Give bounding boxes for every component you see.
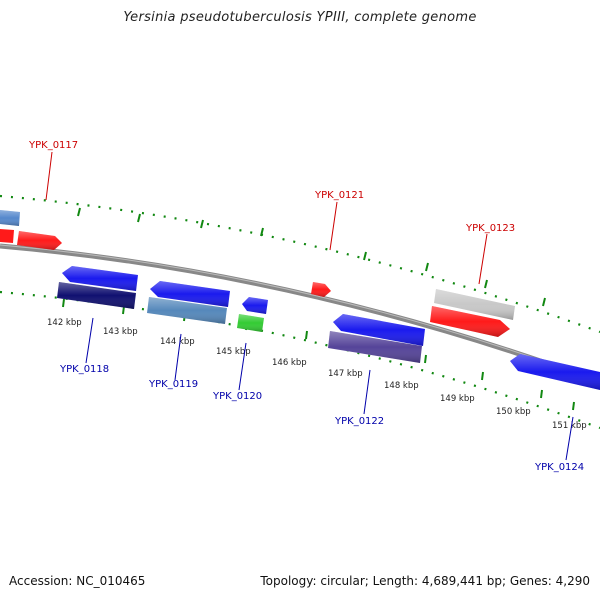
gene-label-ypk0122[interactable]: YPK_0122 (334, 416, 384, 427)
tick-label: 146 kbp (272, 358, 307, 368)
gene-label-ypk0121[interactable]: YPK_0121 (314, 190, 364, 201)
tick-label: 149 kbp (440, 394, 475, 404)
gene-label-ypk0118[interactable]: YPK_0118 (59, 364, 109, 375)
tick-label: 151 kbp (552, 421, 587, 431)
feature-ypk0123[interactable] (430, 306, 510, 337)
gene-label-ypk0120[interactable]: YPK_0120 (212, 391, 262, 402)
outer-tick-ring (0, 194, 600, 334)
feature-ypk0118[interactable] (62, 266, 138, 291)
feature-ypk0116[interactable] (0, 210, 20, 226)
feature-ypk0124[interactable] (510, 354, 600, 390)
feature-ypk0122-sub[interactable] (328, 331, 422, 363)
feature-ypk0119[interactable] (150, 281, 230, 307)
feature-ypk0123-sub[interactable] (434, 289, 515, 320)
feature-ypk0120[interactable] (242, 297, 268, 314)
genome-backbone (0, 243, 600, 385)
feature-ypk0117-partial[interactable] (0, 229, 14, 243)
map-title: Yersinia pseudotuberculosis YPIII, compl… (123, 10, 477, 25)
gene-label-ypk0117[interactable]: YPK_0117 (28, 140, 78, 151)
tick-label: 142 kbp (47, 318, 82, 328)
tick-label: 145 kbp (216, 347, 251, 357)
feature-ypk0119-sub[interactable] (147, 297, 227, 324)
tick-label: 147 kbp (328, 369, 363, 379)
feature-ypk0118-sub[interactable] (57, 282, 136, 309)
tick-label: 150 kbp (496, 407, 531, 417)
gene-label-ypk0119[interactable]: YPK_0119 (148, 379, 198, 390)
gene-label-ypk0123[interactable]: YPK_0123 (465, 223, 515, 234)
genome-summary-text: Topology: circular; Length: 4,689,441 bp… (260, 574, 590, 588)
feature-ypk0121[interactable] (311, 282, 331, 297)
feature-ypk0117[interactable] (17, 231, 62, 250)
tick-label: 144 kbp (160, 337, 195, 347)
gene-label-ypk0124[interactable]: YPK_0124 (534, 462, 584, 473)
feature-ypk0122[interactable] (333, 314, 425, 346)
feature-ypk0120-sub[interactable] (237, 314, 264, 332)
accession-text: Accession: NC_010465 (9, 574, 146, 588)
tick-label: 143 kbp (103, 327, 138, 337)
tick-label: 148 kbp (384, 381, 419, 391)
